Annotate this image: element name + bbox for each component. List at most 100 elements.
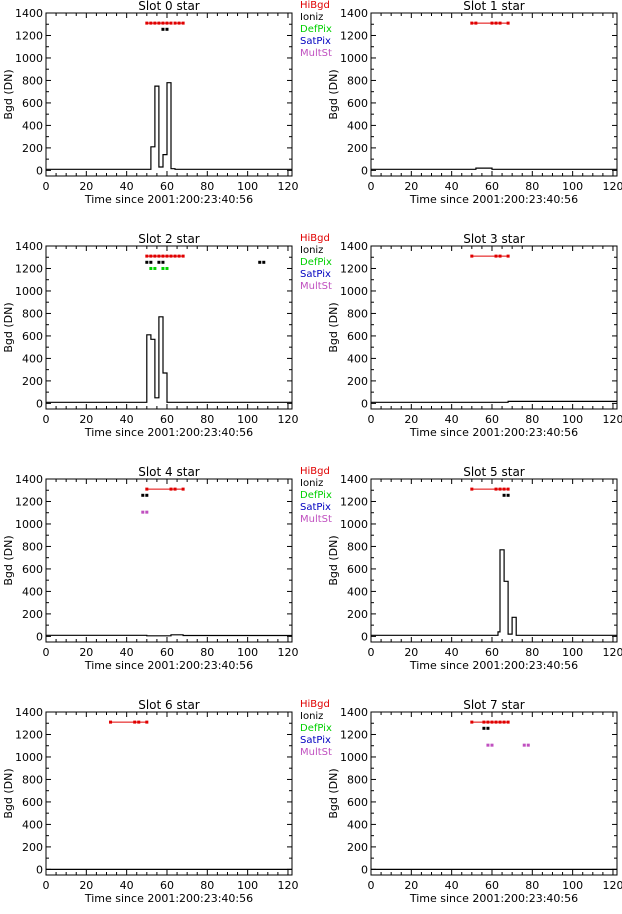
x-tick-label: 80 [525, 413, 539, 426]
x-tick-label: 120 [602, 413, 622, 426]
flag-point-ioniz [502, 493, 506, 497]
flag-point-ioniz [161, 27, 165, 31]
x-tick-label: 80 [525, 879, 539, 892]
x-tick-label: 60 [485, 879, 499, 892]
flag-point-hibgd [506, 21, 510, 25]
panel-title: Slot 6 star [138, 698, 200, 712]
x-tick-label: 80 [200, 646, 214, 659]
y-axis-label: Bgd (DN) [327, 302, 340, 352]
flag-point-hibgd [498, 720, 502, 724]
flag-point-multst [145, 510, 149, 514]
legend-entry-ioniz: Ioniz [300, 478, 323, 489]
x-tick-label: 40 [445, 879, 459, 892]
plot-frame [370, 478, 618, 643]
x-tick-label: 20 [79, 413, 93, 426]
flag-point-ioniz [165, 27, 169, 31]
y-tick-label: 800 [22, 74, 43, 87]
y-tick-label: 1200 [15, 728, 43, 741]
flag-point-ioniz [145, 260, 149, 264]
x-axis-label: Time since 2001:200:23:40:56 [409, 193, 578, 206]
flag-point-hibgd [494, 254, 498, 258]
x-tick-label: 20 [404, 879, 418, 892]
legend-entry-satpix: SatPix [300, 269, 331, 280]
x-tick-label: 0 [368, 413, 375, 426]
x-tick-label: 60 [160, 180, 174, 193]
y-tick-label: 200 [347, 142, 368, 155]
x-axis-label: Time since 2001:200:23:40:56 [84, 892, 253, 905]
x-tick-label: 100 [237, 413, 258, 426]
flag-point-hibgd [494, 720, 498, 724]
plot-frame [370, 711, 618, 876]
background-series-line [371, 400, 617, 403]
flag-point-hibgd [169, 487, 173, 491]
legend-entry-satpix: SatPix [300, 735, 331, 746]
y-tick-label: 400 [22, 119, 43, 132]
flag-point-defpix [161, 266, 165, 270]
flag-point-hibgd [149, 254, 153, 258]
x-tick-label: 120 [277, 646, 298, 659]
flag-point-ioniz [506, 493, 510, 497]
flag-point-hibgd [470, 720, 474, 724]
flag-point-hibgd [145, 21, 149, 25]
flag-point-hibgd [506, 254, 510, 258]
x-tick-label: 40 [445, 413, 459, 426]
background-series-line [371, 167, 617, 170]
legend-entry-multst: MultSt [300, 514, 332, 525]
y-tick-label: 600 [22, 796, 43, 809]
y-tick-label: 1400 [340, 7, 368, 20]
flag-point-defpix [153, 266, 157, 270]
x-tick-label: 40 [120, 180, 134, 193]
flag-point-hibgd [181, 487, 185, 491]
plot-frame [45, 711, 293, 876]
y-tick-label: 1400 [15, 706, 43, 719]
flag-point-ioniz [149, 260, 153, 264]
flag-point-multst [490, 743, 494, 747]
flag-point-hibgd [506, 720, 510, 724]
legend-entry-defpix: DefPix [300, 490, 332, 501]
panel-title: Slot 4 star [138, 465, 200, 479]
panel-title: Slot 3 star [463, 232, 525, 246]
y-tick-label: 600 [347, 796, 368, 809]
x-tick-label: 80 [525, 646, 539, 659]
y-axis-label: Bgd (DN) [2, 768, 15, 818]
y-tick-label: 0 [361, 397, 368, 410]
flag-point-hibgd [145, 487, 149, 491]
flag-point-ioniz [262, 260, 266, 264]
plot-frame [45, 478, 293, 643]
legend-entry-multst: MultSt [300, 281, 332, 292]
flag-point-hibgd [181, 21, 185, 25]
y-tick-label: 200 [347, 375, 368, 388]
y-axis-label: Bgd (DN) [2, 302, 15, 352]
flag-point-hibgd [470, 487, 474, 491]
x-tick-label: 100 [237, 879, 258, 892]
y-tick-label: 1000 [15, 518, 43, 531]
flag-point-ioniz [258, 260, 262, 264]
x-tick-label: 100 [562, 879, 583, 892]
legend-entry-ioniz: Ioniz [300, 711, 323, 722]
legend-entry-satpix: SatPix [300, 502, 331, 513]
x-tick-label: 20 [404, 646, 418, 659]
x-tick-label: 0 [43, 180, 50, 193]
flag-point-hibgd [498, 254, 502, 258]
flag-point-hibgd [153, 254, 157, 258]
y-tick-label: 0 [36, 397, 43, 410]
flag-point-hibgd [177, 254, 181, 258]
flag-point-defpix [165, 266, 169, 270]
flag-point-ioniz [161, 260, 165, 264]
flag-point-ioniz [141, 493, 145, 497]
x-axis-label: Time since 2001:200:23:40:56 [409, 426, 578, 439]
panel-title: Slot 2 star [138, 232, 200, 246]
background-series-line [46, 634, 292, 637]
legend-entry-defpix: DefPix [300, 723, 332, 734]
flag-point-hibgd [169, 21, 173, 25]
y-tick-label: 1000 [340, 52, 368, 65]
y-axis-label: Bgd (DN) [2, 69, 15, 119]
flag-point-hibgd [177, 21, 181, 25]
y-tick-label: 1400 [15, 240, 43, 253]
y-tick-label: 1000 [340, 751, 368, 764]
x-tick-label: 100 [237, 180, 258, 193]
flag-point-hibgd [153, 21, 157, 25]
